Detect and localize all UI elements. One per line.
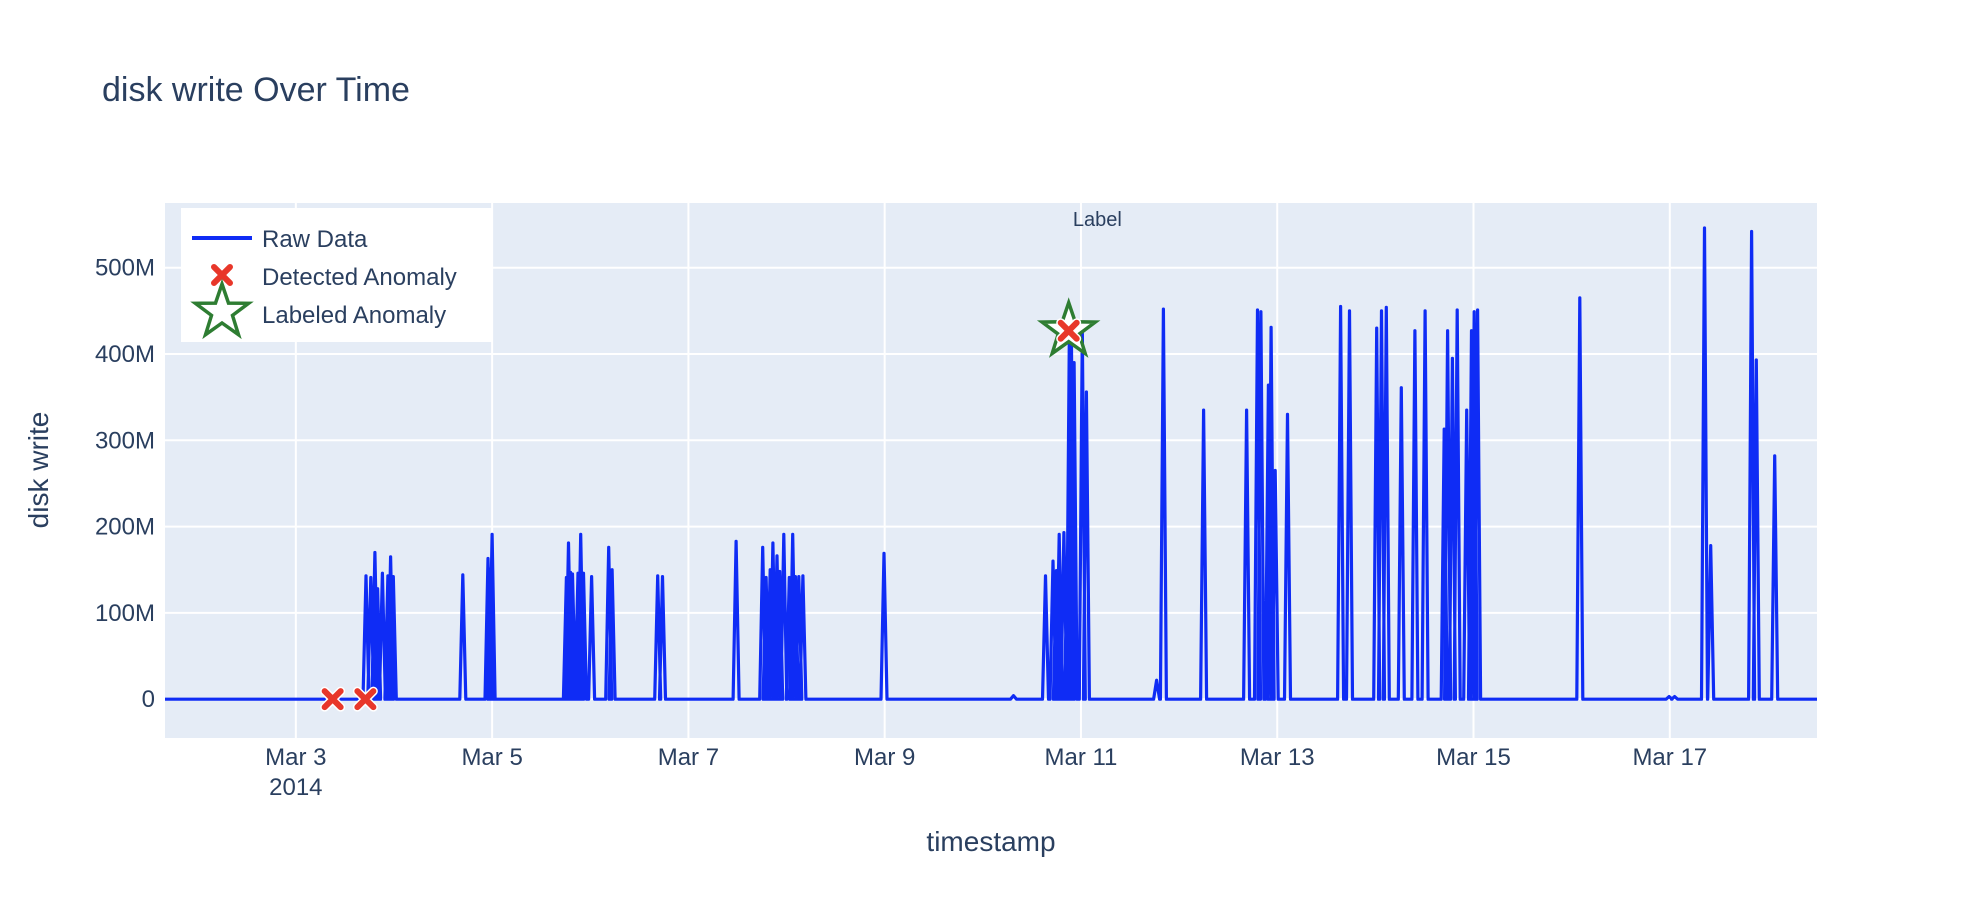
legend[interactable]: Raw Data Detected Anomaly Labeled Anomal…: [181, 208, 493, 342]
legend-star-symbol: [190, 278, 254, 340]
y-tick-label: 0: [142, 686, 155, 713]
y-axis-ticks: 0 100M 200M 300M 400M 500M: [95, 255, 155, 713]
legend-label-raw-data: Raw Data: [262, 226, 368, 253]
legend-label-detected-anomaly: Detected Anomaly: [262, 264, 457, 291]
x-tick-label: Mar 7: [658, 744, 719, 771]
x-tick-label: Mar 15: [1436, 744, 1511, 771]
star-marker-icon: [190, 278, 254, 340]
x-tick-label: Mar 5: [461, 744, 522, 771]
x-axis-title: timestamp: [926, 826, 1055, 857]
x-marker-icon: [209, 262, 235, 288]
detected-anomaly-markers: [320, 318, 1082, 712]
legend-item-detected-anomaly[interactable]: Detected Anomaly: [209, 262, 457, 291]
x-axis-ticks: Mar 3 2014 Mar 5 Mar 7 Mar 9 Mar 11 Mar 13 Mar …: [265, 744, 1707, 801]
chart-title: disk write Over Time: [102, 71, 410, 109]
y-tick-label: 400M: [95, 341, 155, 368]
raw-data-line: [165, 226, 1817, 701]
detected-anomaly-point: [1056, 318, 1082, 344]
legend-x-symbol: [209, 262, 235, 288]
x-tick-year-label: 2014: [269, 774, 322, 801]
y-axis-title: disk write: [23, 412, 54, 529]
legend-item-labeled-anomaly[interactable]: Labeled Anomaly: [190, 278, 446, 340]
y-tick-label: 100M: [95, 600, 155, 627]
detected-anomaly-point: [320, 686, 346, 712]
x-tick-label: Mar 11: [1044, 744, 1117, 771]
legend-label-labeled-anomaly: Labeled Anomaly: [262, 302, 446, 329]
x-tick-label: Mar 9: [854, 744, 915, 771]
x-tick-label: Mar 17: [1632, 744, 1707, 771]
x-tick-label: Mar 13: [1240, 744, 1315, 771]
detected-anomaly-point: [352, 686, 378, 712]
y-tick-label: 500M: [95, 255, 155, 282]
x-tick-label: Mar 3: [265, 744, 326, 771]
y-tick-label: 300M: [95, 427, 155, 454]
annotation-label: Label: [1073, 209, 1122, 231]
y-tick-label: 200M: [95, 514, 155, 541]
legend-item-raw-data[interactable]: Raw Data: [192, 226, 368, 253]
annotations: Label: [1073, 209, 1122, 231]
